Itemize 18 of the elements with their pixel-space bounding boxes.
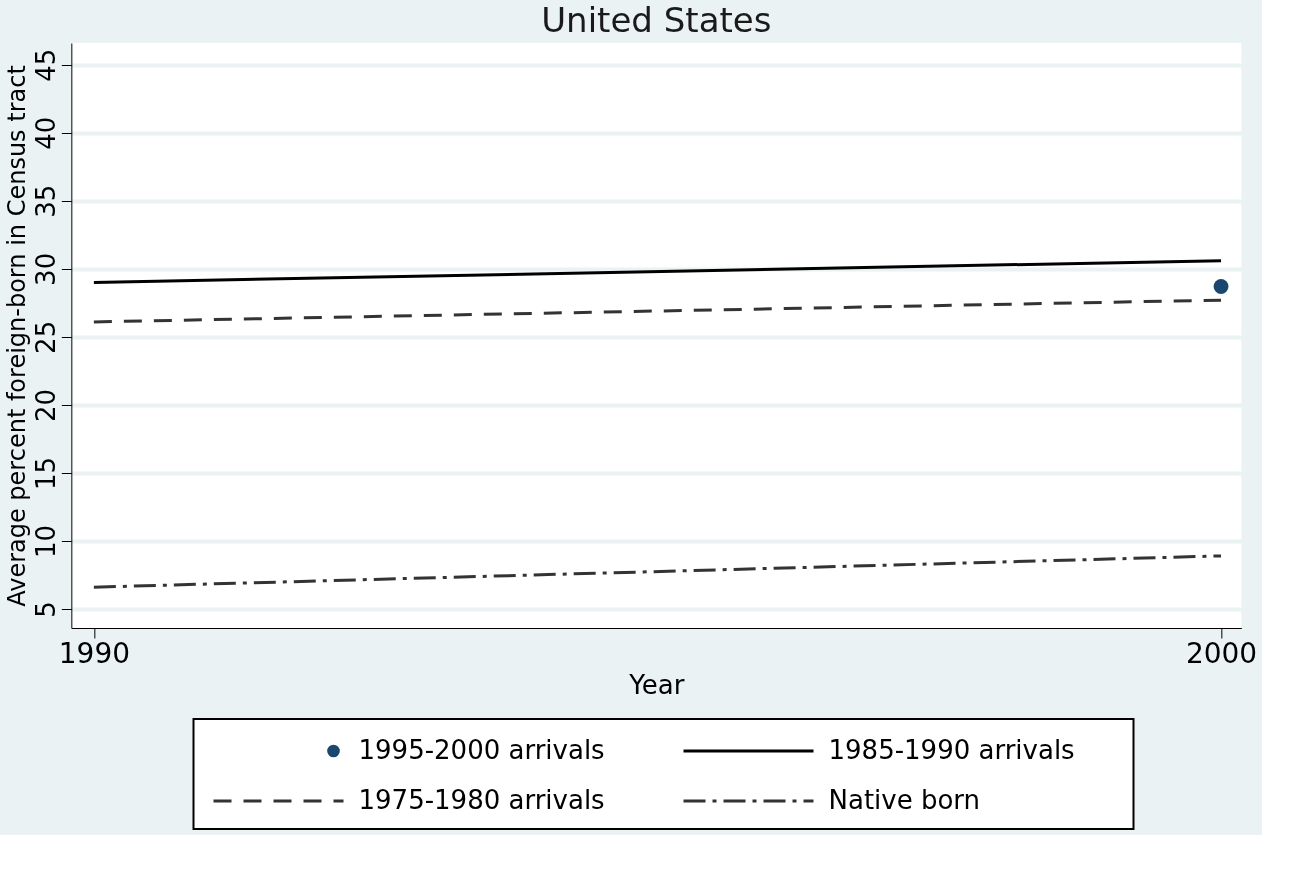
y-tick-label: 40	[30, 116, 61, 150]
y-tick-label: 5	[30, 601, 61, 618]
y-tick-label: 45	[30, 48, 61, 82]
y-tick-label: 15	[30, 456, 61, 490]
y-tick-label: 35	[30, 184, 61, 218]
legend-label: 1985-1990 arrivals	[828, 735, 1075, 765]
legend-label: Native born	[828, 785, 981, 815]
y-tick-label: 30	[30, 252, 61, 286]
y-tick-label: 20	[30, 388, 61, 422]
legend-label: 1975-1980 arrivals	[358, 785, 605, 815]
y-axis-title: Average percent foreign-born in Census tract	[2, 65, 31, 607]
x-tick-label: 1990	[58, 636, 131, 670]
x-tick-label: 2000	[1185, 636, 1258, 670]
legend-label: 1995-2000 arrivals	[358, 735, 605, 765]
y-tick-label: 10	[30, 524, 61, 558]
y-tick-label: 25	[30, 320, 61, 354]
chart-title: United States	[541, 0, 772, 40]
x-axis-title: Year	[628, 669, 685, 700]
